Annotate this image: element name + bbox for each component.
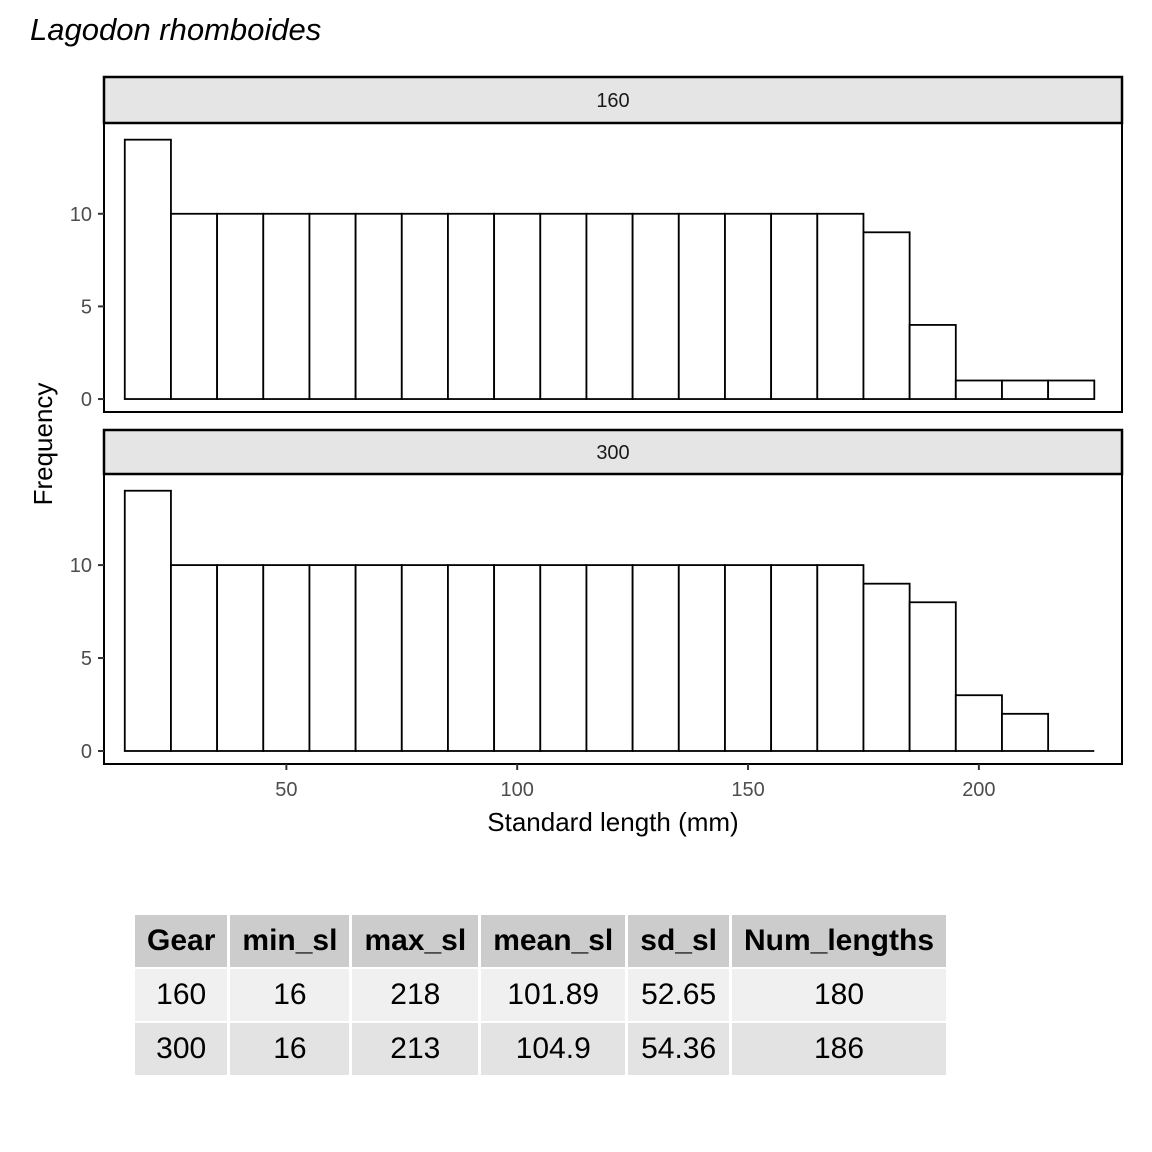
table-cell-gear: 300 bbox=[135, 1023, 228, 1075]
y-tick-label: 0 bbox=[81, 389, 92, 411]
table-cell-max-sl: 218 bbox=[352, 969, 479, 1021]
y-tick-label: 10 bbox=[70, 555, 92, 577]
histogram-bar bbox=[816, 212, 865, 400]
table-cell-min-sl: 16 bbox=[230, 969, 350, 1021]
table-cell-mean-sl: 104.9 bbox=[481, 1023, 626, 1075]
table-row: 160 16 218 101.89 52.65 180 bbox=[135, 969, 947, 1021]
histogram-bar bbox=[631, 564, 680, 752]
histogram-bar bbox=[400, 564, 449, 752]
histogram-bar bbox=[354, 212, 403, 400]
x-tick-label: 100 bbox=[501, 779, 534, 801]
table-cell-max-sl: 213 bbox=[352, 1023, 479, 1075]
histogram-bar bbox=[908, 601, 957, 752]
histogram-bar bbox=[447, 212, 496, 400]
table-cell-num-lengths: 180 bbox=[731, 969, 947, 1021]
column-header-max-sl: max_sl bbox=[352, 915, 479, 967]
y-axis-title: Frequency bbox=[28, 383, 58, 506]
y-tick-label: 10 bbox=[70, 204, 92, 226]
table-cell-mean-sl: 101.89 bbox=[481, 969, 626, 1021]
y-tick-label: 5 bbox=[81, 296, 92, 318]
y-tick-label: 0 bbox=[81, 741, 92, 763]
summary-table: Gear min_sl max_sl mean_sl sd_sl Num_len… bbox=[132, 913, 949, 1077]
histogram-bar bbox=[954, 379, 1003, 400]
histogram-bar bbox=[816, 564, 865, 752]
facet-strip bbox=[102, 75, 1124, 125]
histogram-bar bbox=[770, 564, 819, 752]
histogram-bar bbox=[770, 212, 819, 400]
histogram-bar bbox=[724, 564, 773, 752]
table-cell-sd-sl: 54.36 bbox=[628, 1023, 729, 1075]
chart-title: Lagodon rhomboides bbox=[30, 12, 321, 47]
column-header-min-sl: min_sl bbox=[230, 915, 350, 967]
facet-panels: 160 0 5 10 300 0 5 10 50 100 150 200 bbox=[70, 75, 1124, 801]
column-header-sd-sl: sd_sl bbox=[628, 915, 729, 967]
histogram-bar bbox=[724, 212, 773, 400]
column-header-num-lengths: Num_lengths bbox=[731, 915, 947, 967]
histogram-bar bbox=[862, 231, 911, 400]
x-tick-label: 150 bbox=[731, 779, 764, 801]
x-tick-label: 50 bbox=[275, 779, 297, 801]
histogram-bar bbox=[170, 564, 219, 752]
histogram-bar bbox=[123, 489, 172, 752]
histogram-bar bbox=[170, 212, 219, 400]
histogram-bar bbox=[123, 138, 172, 400]
histogram-bar bbox=[216, 564, 265, 752]
histogram-bar bbox=[954, 694, 1003, 752]
x-tick-label: 200 bbox=[962, 779, 995, 801]
table-cell-min-sl: 16 bbox=[230, 1023, 350, 1075]
histogram-bar bbox=[585, 212, 634, 400]
facet-strip-label: 300 bbox=[596, 442, 629, 464]
histogram-bar bbox=[1001, 712, 1050, 752]
table-cell-sd-sl: 52.65 bbox=[628, 969, 729, 1021]
histogram-bar bbox=[493, 212, 542, 400]
panel-border bbox=[103, 122, 1123, 413]
histogram-bar bbox=[631, 212, 680, 400]
histogram-bar bbox=[262, 564, 311, 752]
histogram-bar bbox=[677, 564, 726, 752]
histogram-bar bbox=[908, 324, 957, 400]
table-header-row: Gear min_sl max_sl mean_sl sd_sl Num_len… bbox=[135, 915, 947, 967]
histogram-bar bbox=[1001, 379, 1050, 400]
histogram-bar bbox=[400, 212, 449, 400]
histogram-bar bbox=[539, 564, 588, 752]
histogram-bar bbox=[447, 564, 496, 752]
x-axis-title: Standard length (mm) bbox=[487, 807, 738, 837]
column-header-gear: Gear bbox=[135, 915, 228, 967]
histogram-bar bbox=[354, 564, 403, 752]
y-tick-label: 5 bbox=[81, 648, 92, 670]
column-header-mean-sl: mean_sl bbox=[481, 915, 626, 967]
histogram-bar bbox=[539, 212, 588, 400]
histogram-bar bbox=[1047, 379, 1096, 400]
table-cell-gear: 160 bbox=[135, 969, 228, 1021]
histogram-bar bbox=[677, 212, 726, 400]
table-cell-num-lengths: 186 bbox=[731, 1023, 947, 1075]
histogram-bar bbox=[585, 564, 634, 752]
histogram-bar bbox=[493, 564, 542, 752]
facet-strip-label: 160 bbox=[596, 90, 629, 112]
histogram-bar bbox=[216, 212, 265, 400]
panel-border bbox=[103, 473, 1123, 765]
histogram-bar bbox=[308, 212, 357, 400]
histogram-bar bbox=[262, 212, 311, 400]
histogram-bar bbox=[308, 564, 357, 752]
table-row: 300 16 213 104.9 54.36 186 bbox=[135, 1023, 947, 1075]
histogram-bar bbox=[862, 582, 911, 752]
histogram-chart: Lagodon rhomboides Frequency Standard le… bbox=[28, 12, 1124, 837]
